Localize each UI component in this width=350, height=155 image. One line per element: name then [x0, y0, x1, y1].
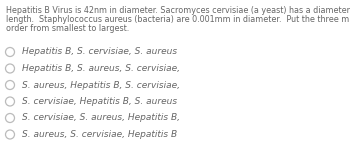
Text: S. cervisiae, S. aureus, Hepatitis B,: S. cervisiae, S. aureus, Hepatitis B, — [22, 113, 180, 122]
Text: S. aureus, Hepatitis B, S. cervisiae,: S. aureus, Hepatitis B, S. cervisiae, — [22, 80, 180, 89]
Text: S. aureus, S. cervisiae, Hepatitis B: S. aureus, S. cervisiae, Hepatitis B — [22, 130, 177, 139]
Text: S. cervisiae, Hepatitis B, S. aureus: S. cervisiae, Hepatitis B, S. aureus — [22, 97, 177, 106]
Text: order from smallest to largest.: order from smallest to largest. — [6, 24, 129, 33]
Text: length.  Staphylococcus aureus (bacteria) are 0.001mm in diameter.  Put the thre: length. Staphylococcus aureus (bacteria)… — [6, 15, 350, 24]
Text: Hepatitis B Virus is 42nm in diameter. Sacromyces cervisiae (a yeast) has a diam: Hepatitis B Virus is 42nm in diameter. S… — [6, 6, 350, 15]
Text: Hepatitis B, S. cervisiae, S. aureus: Hepatitis B, S. cervisiae, S. aureus — [22, 47, 177, 57]
Text: Hepatitis B, S. aureus, S. cervisiae,: Hepatitis B, S. aureus, S. cervisiae, — [22, 64, 180, 73]
